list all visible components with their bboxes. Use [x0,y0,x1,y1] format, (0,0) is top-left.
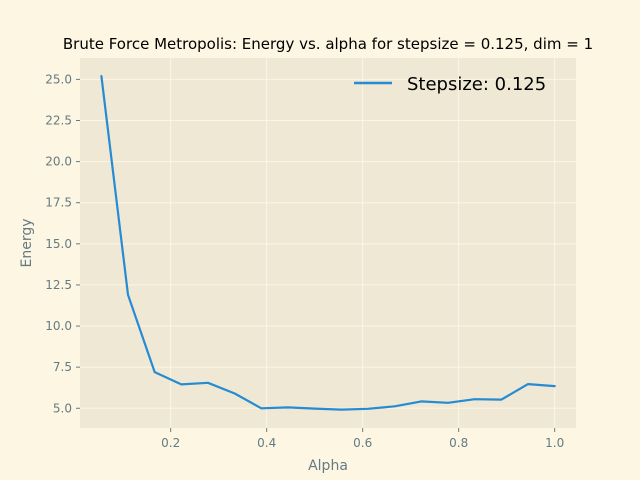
y-tick-label: 10.0 [45,319,72,333]
y-tick-label: 25.0 [45,72,72,86]
y-tick-label: 7.5 [53,360,72,374]
x-tick-label: 0.6 [353,436,372,450]
legend-label: Stepsize: 0.125 [407,74,546,95]
y-tick-label: 17.5 [45,196,72,210]
x-tick-label: 0.2 [161,436,180,450]
x-axis-label: Alpha [308,458,348,474]
series-layer [100,74,556,411]
x-tick-label: 0.8 [449,436,468,450]
plot-area [80,58,576,428]
y-tick-label: 15.0 [45,237,72,251]
y-tick-label: 12.5 [45,278,72,292]
y-axis-label: Energy [19,218,35,267]
legend: Stepsize: 0.125 [354,74,546,95]
grid [80,58,576,428]
y-tick-label: 20.0 [45,155,72,169]
y-tick-label: 22.5 [45,113,72,127]
x-tick-label: 0.4 [257,436,276,450]
chart-title: Brute Force Metropolis: Energy vs. alpha… [63,35,593,53]
x-tick-label: 1.0 [545,436,564,450]
x-ticks: 0.2 0.4 0.6 0.8 1.0 [161,428,564,450]
series-line [100,74,556,411]
y-tick-label: 5.0 [53,401,72,415]
y-ticks: 5.0 7.5 10.0 12.5 15.0 17.5 20.0 22.5 25.0 [45,72,80,415]
